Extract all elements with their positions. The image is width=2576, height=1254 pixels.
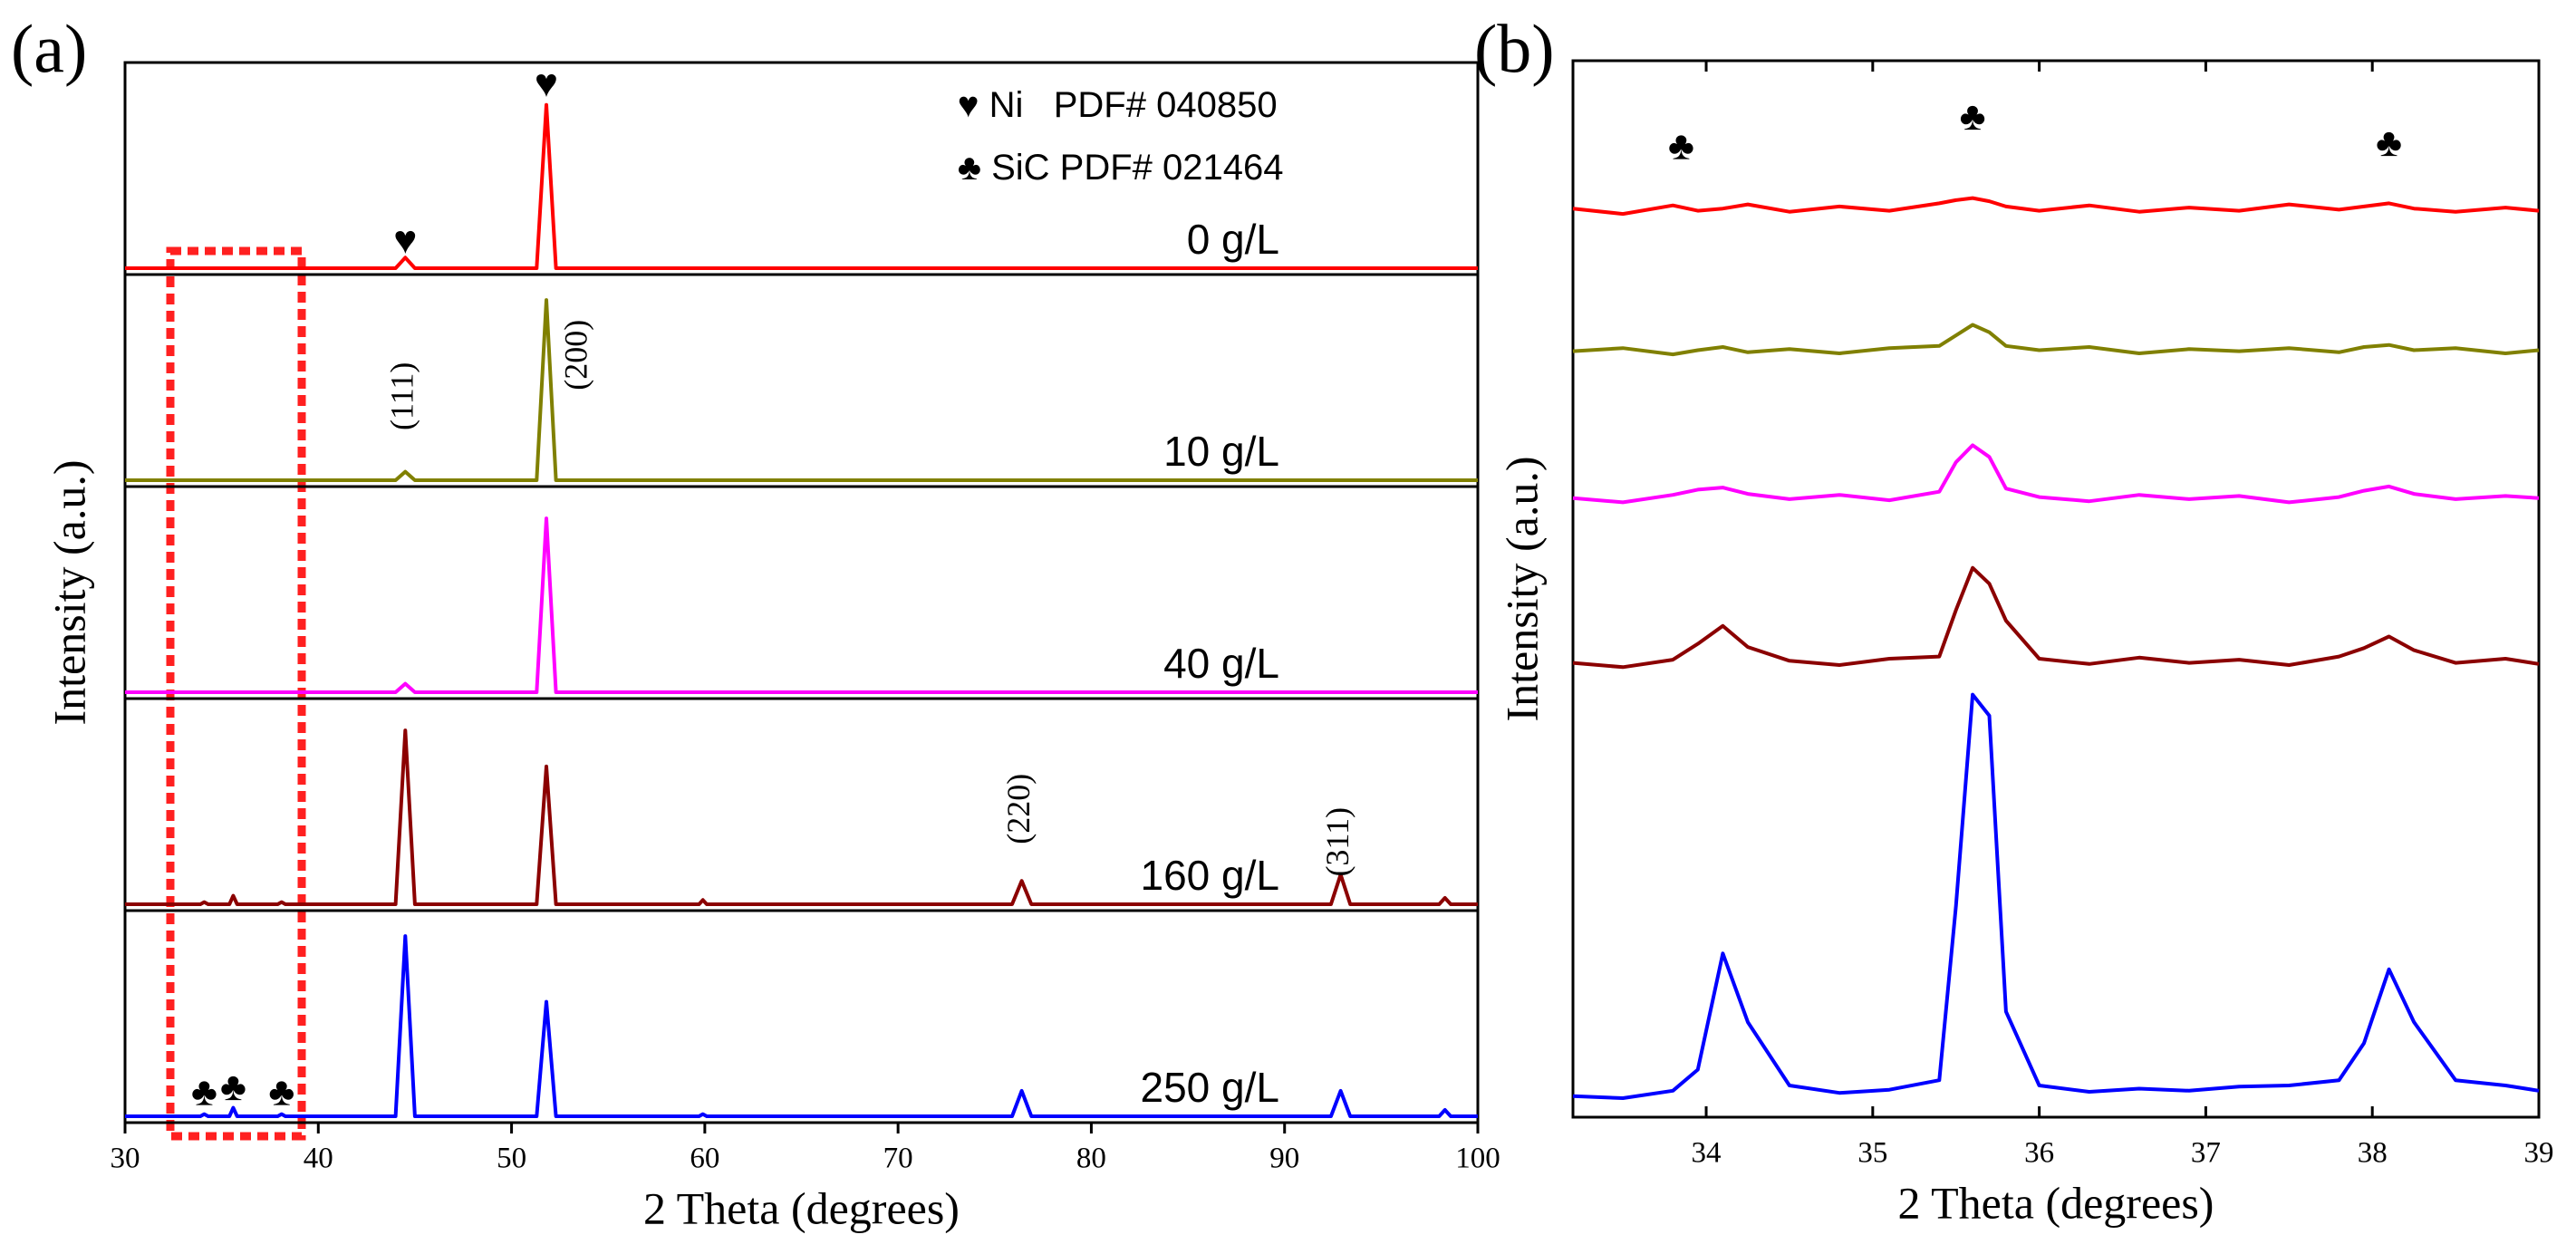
series-label: 0 g/L: [1187, 216, 1279, 263]
series-line: [1572, 565, 2540, 670]
x-tick-label: 39: [2524, 1137, 2554, 1170]
x-tick-label: 35: [1857, 1137, 1887, 1170]
series-label: 40 g/L: [1163, 640, 1279, 687]
annotation: ♥: [535, 61, 558, 105]
x-axis-label: 2 Theta (degrees): [643, 1182, 960, 1233]
x-tick-label: 34: [1692, 1137, 1722, 1170]
x-axis-label: 2 Theta (degrees): [1898, 1177, 2214, 1228]
series-line: [125, 516, 1478, 694]
annotation: ♣: [220, 1065, 246, 1109]
x-tick-label: 30: [111, 1143, 140, 1175]
series-line: [1572, 692, 2540, 1100]
series-line: [1572, 443, 2540, 505]
x-tick-label: 80: [1076, 1143, 1106, 1175]
x-tick-label: 38: [2358, 1137, 2388, 1170]
annotation: (200): [557, 320, 593, 391]
series-line: [1572, 323, 2540, 357]
annotation: ♥ Ni PDF# 040850: [958, 85, 1278, 125]
annotation: ♣: [268, 1070, 294, 1114]
annotation: (311): [1319, 807, 1356, 877]
y-axis-label: Intensity (a.u.): [1496, 457, 1547, 722]
annotation: ♣: [2376, 121, 2402, 165]
series-line: [125, 934, 1478, 1118]
panel-label: (a): [11, 11, 87, 87]
series-label: 250 g/L: [1141, 1064, 1279, 1111]
x-tick-label: 50: [497, 1143, 526, 1175]
annotation: (111): [384, 362, 420, 430]
series-line: [125, 728, 1478, 906]
annotation: ♣: [1668, 124, 1694, 169]
x-tick-label: 40: [304, 1143, 333, 1175]
x-tick-label: 37: [2191, 1137, 2221, 1170]
x-tick-label: 90: [1269, 1143, 1299, 1175]
panel-label: (b): [1474, 11, 1555, 87]
series-line: [125, 298, 1478, 482]
annotation: ♣: [191, 1070, 217, 1114]
series-line: [1572, 196, 2540, 217]
plot-frame: [123, 909, 1480, 1124]
y-axis-label: Intensity (a.u.): [43, 460, 94, 726]
annotation: (220): [1000, 774, 1037, 844]
plot-frame: [1571, 59, 2541, 1119]
series-label: 10 g/L: [1163, 428, 1279, 475]
annotation: ♣ SiC PDF# 021464: [958, 148, 1284, 188]
annotation: ♥: [393, 217, 417, 262]
x-tick-label: 70: [883, 1143, 913, 1175]
series-line: [125, 102, 1478, 270]
x-tick-label: 60: [690, 1143, 719, 1175]
annotation: ♣: [1960, 94, 1986, 139]
x-tick-label: 100: [1455, 1143, 1500, 1175]
series-label: 160 g/L: [1141, 852, 1279, 899]
x-tick-label: 36: [2024, 1137, 2054, 1170]
